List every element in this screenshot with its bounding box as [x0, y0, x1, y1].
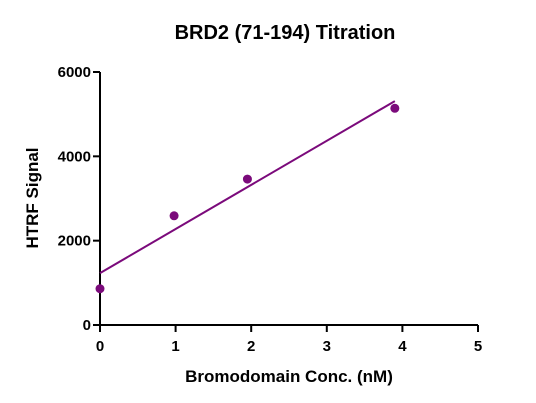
y-axis-ticks: 0 2000 4000 6000: [58, 64, 100, 334]
x-axis-label: Bromodomain Conc. (nM): [185, 367, 393, 386]
data-point: [242, 174, 252, 184]
x-tick-label: 0: [96, 338, 104, 355]
y-tick-label: 2000: [58, 233, 91, 250]
data-point: [390, 103, 400, 113]
x-tick-label: 4: [398, 338, 407, 355]
x-tick-label: 5: [474, 338, 482, 355]
y-tick-label: 6000: [58, 64, 91, 81]
data-point: [95, 284, 105, 294]
data-point: [169, 211, 179, 221]
chart-title: BRD2 (71-194) Titration: [175, 22, 396, 44]
fit-line: [99, 100, 396, 274]
x-tick-label: 3: [323, 338, 331, 355]
y-tick-label: 4000: [58, 148, 91, 165]
x-axis-ticks: 0 1 2 3 4 5: [96, 325, 482, 355]
x-tick-label: 1: [171, 338, 179, 355]
data-points-layer: [95, 103, 400, 294]
axes: [99, 72, 478, 326]
y-tick-label: 0: [83, 317, 91, 334]
y-axis-label: HTRF Signal: [23, 147, 42, 248]
x-tick-label: 2: [247, 338, 255, 355]
fit-line-layer: [99, 100, 396, 274]
